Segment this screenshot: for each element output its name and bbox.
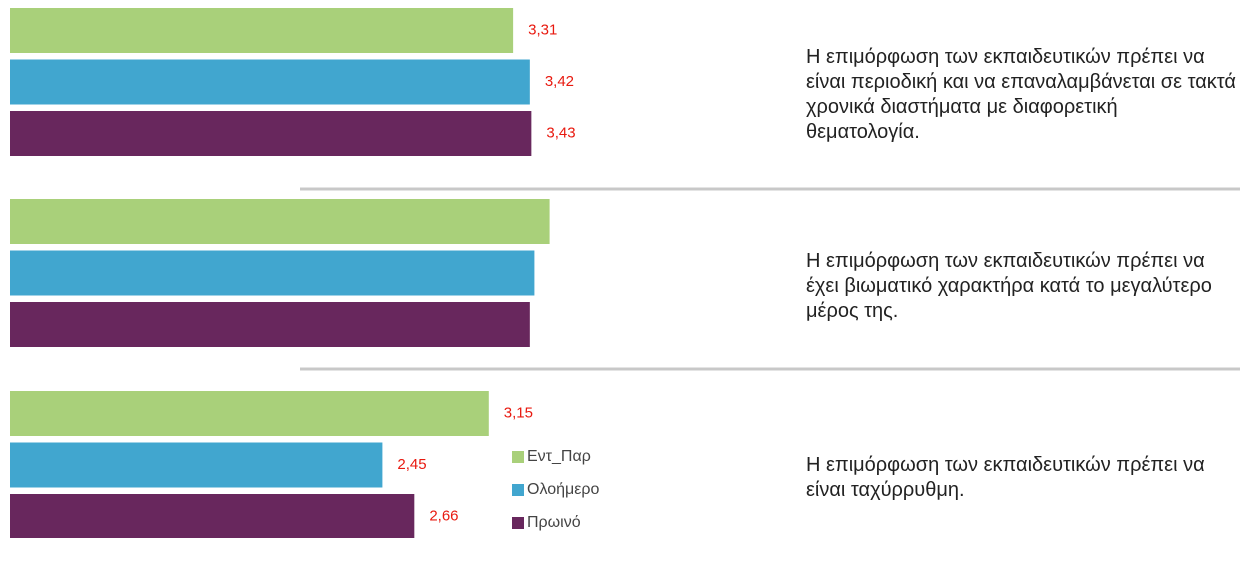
legend-swatch: [512, 484, 524, 496]
value-label: 3,43: [546, 124, 575, 141]
legend-swatch: [512, 517, 524, 529]
bar: [10, 59, 530, 105]
legend-label: Πρωινό: [527, 514, 581, 531]
legend-label: Ολοήμερο: [527, 481, 599, 498]
category-label: Η επιμόρφωση των εκπαιδευτικών πρέπει να…: [806, 46, 1236, 143]
value-label: 3,31: [528, 21, 557, 38]
value-label: 3,42: [545, 73, 574, 90]
bar: [10, 302, 530, 347]
chart: 3,31 3,42 3,43 3,15 2,45 2,66 Εντ_Παρ Ολοήμερο Π…: [10, 8, 1240, 538]
category-label: Η επιμόρφωση των εκπαιδευτικών πρέπει να…: [806, 454, 1205, 501]
bar: [10, 250, 535, 296]
bar: [10, 111, 532, 156]
bar: [10, 8, 514, 53]
legend-swatch: [512, 451, 524, 463]
page: {"chart_data": {"type": "bar", "orientat…: [10, 8, 1240, 538]
value-label: 3,15: [504, 404, 533, 421]
legend-label: Εντ_Παρ: [527, 448, 591, 465]
bar: [10, 442, 383, 488]
value-label: 2,45: [397, 456, 426, 473]
value-label: 2,66: [429, 507, 458, 524]
bar: [10, 199, 550, 244]
category-label: Η επιμόρφωση των εκπαιδευτικών πρέπει να…: [806, 249, 1212, 322]
bar: [10, 391, 489, 436]
bar: [10, 494, 415, 538]
